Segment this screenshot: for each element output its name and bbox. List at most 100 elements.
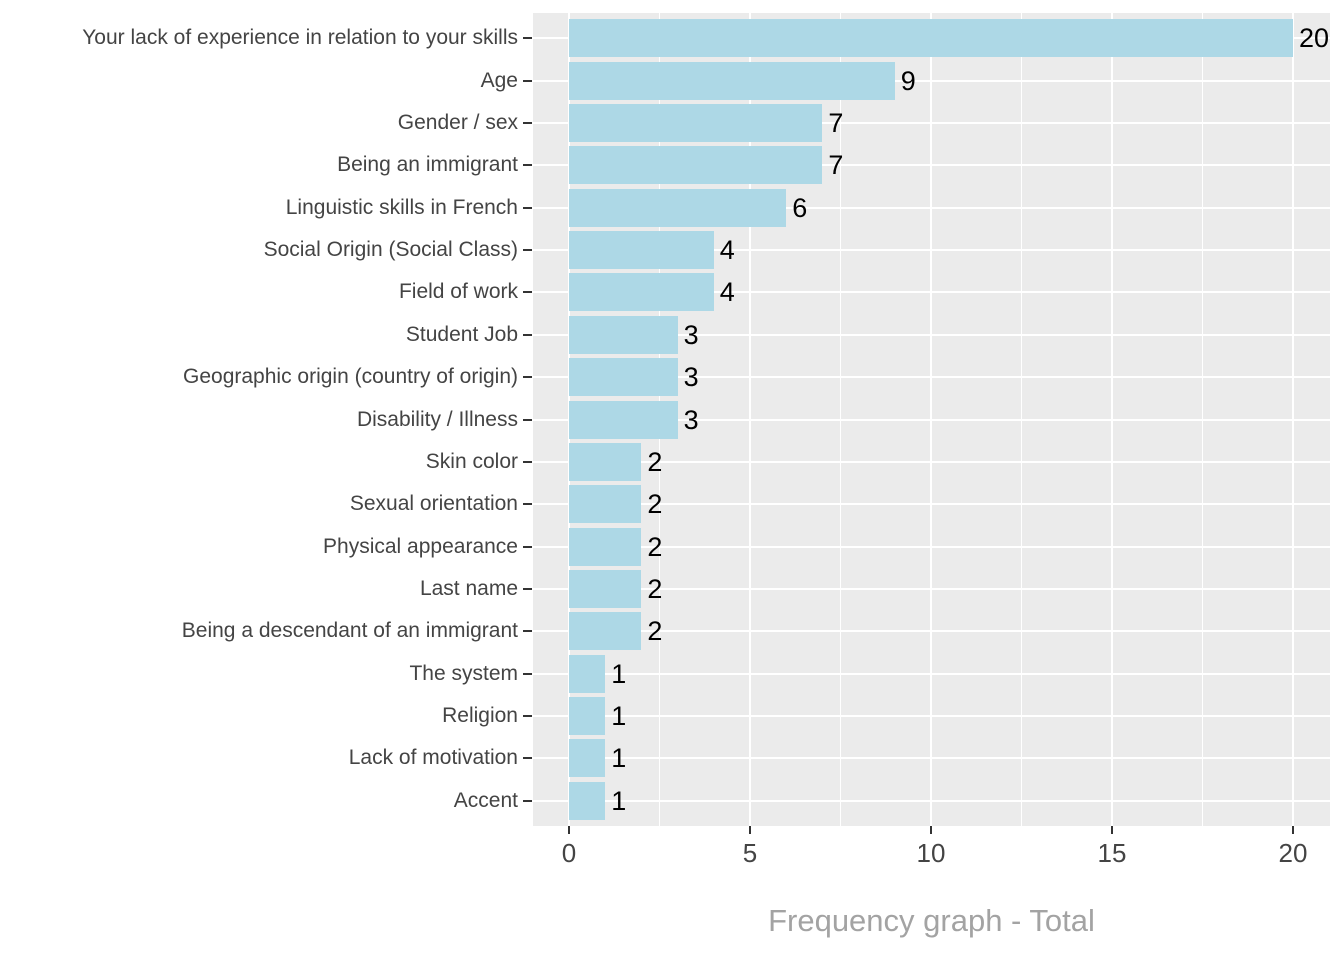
y-axis-label: Accent xyxy=(453,788,518,812)
bar xyxy=(569,781,606,820)
y-axis-tick xyxy=(523,460,532,463)
bar xyxy=(569,527,642,566)
chart-caption: Frequency graph - Total xyxy=(768,903,1095,938)
y-axis-label: Skin color xyxy=(425,449,518,473)
x-axis-tick xyxy=(568,826,570,834)
y-axis-tick xyxy=(523,164,532,167)
y-axis-tick xyxy=(523,714,532,717)
bar xyxy=(569,654,606,693)
y-axis-tick xyxy=(523,757,532,760)
category-gridline xyxy=(533,757,1330,760)
y-axis-tick xyxy=(523,37,532,40)
y-axis-tick xyxy=(523,630,532,633)
category-gridline xyxy=(533,503,1330,506)
y-axis-tick xyxy=(523,333,532,336)
y-axis-label: Student Job xyxy=(405,322,518,346)
x-axis-tick-label: 20 xyxy=(1278,838,1308,868)
bar xyxy=(569,400,678,439)
category-gridline xyxy=(533,333,1330,336)
y-axis-label: Last name xyxy=(419,576,518,600)
y-axis-label: Religion xyxy=(442,703,518,727)
value-label: 2 xyxy=(647,573,663,604)
value-label: 3 xyxy=(683,319,699,350)
value-label: 2 xyxy=(647,489,663,520)
y-axis-tick xyxy=(523,672,532,675)
y-axis-label: Sexual orientation xyxy=(349,492,518,516)
x-axis-tick xyxy=(1292,826,1294,834)
value-label: 4 xyxy=(719,235,735,266)
y-axis-tick xyxy=(523,206,532,209)
y-axis-tick xyxy=(523,79,532,82)
bar xyxy=(569,739,606,778)
bar xyxy=(569,358,678,397)
plot-panel xyxy=(533,13,1330,826)
x-axis-tick xyxy=(1111,826,1113,834)
y-axis-label: Field of work xyxy=(398,280,518,304)
value-label: 1 xyxy=(611,785,627,816)
value-label: 6 xyxy=(792,192,808,223)
bar xyxy=(569,188,787,227)
y-axis-tick xyxy=(523,249,532,252)
y-axis-tick xyxy=(523,122,532,125)
value-label: 2 xyxy=(647,616,663,647)
x-axis-tick xyxy=(930,826,932,834)
y-axis-label: Lack of motivation xyxy=(348,746,518,770)
category-gridline xyxy=(533,122,1330,125)
bar xyxy=(569,146,823,185)
x-axis-tick-label: 5 xyxy=(742,838,758,868)
value-label: 2 xyxy=(647,446,663,477)
x-axis-tick-label: 10 xyxy=(916,838,946,868)
value-label: 3 xyxy=(683,362,699,393)
y-axis-label: Linguistic skills in French xyxy=(285,195,518,219)
y-axis-tick xyxy=(523,799,532,802)
category-gridline xyxy=(533,630,1330,633)
value-label: 1 xyxy=(611,700,627,731)
value-label: 7 xyxy=(828,108,844,139)
category-gridline xyxy=(533,206,1330,209)
category-gridline xyxy=(533,799,1330,802)
bar xyxy=(569,485,642,524)
bar xyxy=(569,19,1293,58)
bar xyxy=(569,612,642,651)
value-label: 20 xyxy=(1299,23,1330,54)
x-axis-tick-label: 0 xyxy=(561,838,577,868)
value-label: 2 xyxy=(647,531,663,562)
category-gridline xyxy=(533,418,1330,421)
value-label: 9 xyxy=(900,65,916,96)
category-gridline xyxy=(533,545,1330,548)
y-axis-label: Age xyxy=(480,68,518,92)
value-label: 1 xyxy=(611,658,627,689)
value-label: 1 xyxy=(611,743,627,774)
y-axis-label: Physical appearance xyxy=(323,534,518,558)
y-axis-label: The system xyxy=(409,661,518,685)
category-gridline xyxy=(533,164,1330,167)
category-gridline xyxy=(533,249,1330,252)
bar xyxy=(569,104,823,143)
bar xyxy=(569,696,606,735)
value-label: 7 xyxy=(828,150,844,181)
y-axis-label: Your lack of experience in relation to y… xyxy=(82,26,518,50)
bar xyxy=(569,61,895,100)
category-gridline xyxy=(533,460,1330,463)
category-gridline xyxy=(533,587,1330,590)
x-axis-tick xyxy=(749,826,751,834)
y-axis-label: Gender / sex xyxy=(397,111,518,135)
category-gridline xyxy=(533,79,1330,82)
bar xyxy=(569,569,642,608)
y-axis-tick xyxy=(523,291,532,294)
y-axis-label: Being a descendant of an immigrant xyxy=(181,619,518,643)
y-axis-label: Geographic origin (country of origin) xyxy=(183,365,518,389)
y-axis-label: Social Origin (Social Class) xyxy=(263,238,518,262)
y-axis-tick xyxy=(523,418,532,421)
y-axis-tick xyxy=(523,545,532,548)
bar xyxy=(569,315,678,354)
y-axis-tick xyxy=(523,587,532,590)
bar xyxy=(569,442,642,481)
bar xyxy=(569,231,714,270)
value-label: 4 xyxy=(719,277,735,308)
bar xyxy=(569,273,714,312)
y-axis-tick xyxy=(523,503,532,506)
category-gridline xyxy=(533,376,1330,379)
x-axis-tick-label: 15 xyxy=(1097,838,1127,868)
